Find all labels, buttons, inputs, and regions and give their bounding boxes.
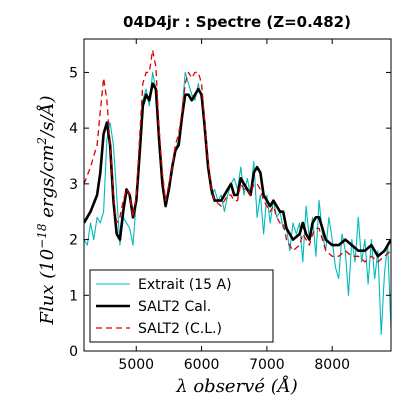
legend: Extrait (15 A) SALT2 Cal. SALT2 (C.L.) — [89, 269, 274, 343]
plot-area — [83, 38, 392, 352]
legend-entry: SALT2 (C.L.) — [138, 321, 222, 337]
svg-text:Flux (10−18 ergs/cm2/s/Å): Flux (10−18 ergs/cm2/s/Å) — [35, 96, 58, 326]
series-line-3 — [84, 49, 391, 263]
x-tick-label: 5000 — [118, 357, 154, 373]
x-tick-label: 6000 — [184, 357, 220, 373]
plot-frame — [83, 38, 392, 352]
x-axis-label: λ observé (Å) — [175, 375, 298, 397]
legend-entry: SALT2 Cal. — [138, 299, 211, 315]
x-tick-label: 8000 — [314, 357, 350, 373]
series-line-2 — [84, 82, 391, 258]
y-tick-label: 2 — [69, 233, 78, 249]
axis-ticks: 5000 6000 7000 8000 0 1 2 3 4 5 — [69, 39, 391, 373]
legend-entry: Extrait (15 A) — [138, 277, 232, 293]
y-axis-label: Flux (10−18 ergs/cm2/s/Å) — [35, 96, 58, 326]
y-tick-label: 1 — [69, 288, 78, 304]
y-tick-label: 3 — [69, 177, 78, 193]
y-tick-label: 5 — [69, 65, 78, 81]
y-tick-label: 4 — [69, 121, 78, 137]
y-tick-label: 0 — [69, 344, 78, 360]
x-tick-label: 7000 — [249, 357, 285, 373]
chart-title: 04D4jr : Spectre (Z=0.482) — [123, 13, 351, 31]
